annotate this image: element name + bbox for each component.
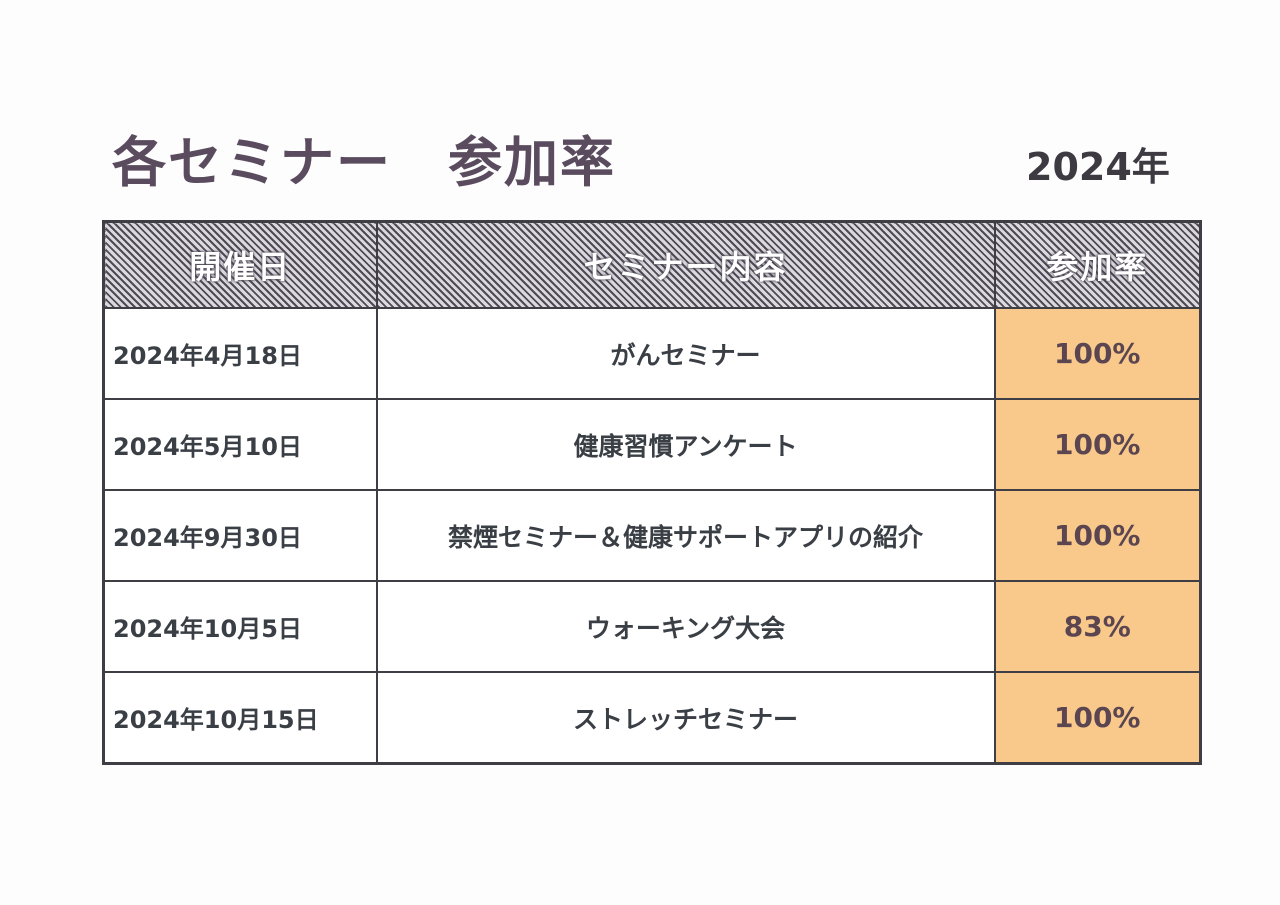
cell-content: ストレッチセミナー [375, 671, 996, 765]
cell-date: 2024年10月15日 [102, 671, 378, 765]
cell-content: 健康習慣アンケート [375, 398, 996, 491]
header-content: セミナー内容 [375, 220, 996, 309]
table-row: 2024年4月18日 がんセミナー 100% [102, 307, 1202, 400]
table-header-row: 開催日 セミナー内容 参加率 [102, 220, 1202, 309]
cell-date: 2024年5月10日 [102, 398, 378, 491]
year-label: 2024年 [1026, 145, 1170, 189]
cell-rate: 83% [993, 580, 1202, 673]
cell-date: 2024年9月30日 [102, 489, 378, 582]
seminar-table: 開催日 セミナー内容 参加率 2024年4月18日 がんセミナー 100% 20… [102, 220, 1202, 765]
cell-content: ウォーキング大会 [375, 580, 996, 673]
cell-rate: 100% [993, 307, 1202, 400]
cell-content: 禁煙セミナー＆健康サポートアプリの紹介 [375, 489, 996, 582]
table-row: 2024年10月5日 ウォーキング大会 83% [102, 580, 1202, 673]
page-title: 各セミナー 参加率 [112, 131, 616, 194]
cell-rate: 100% [993, 398, 1202, 491]
header-date: 開催日 [102, 220, 378, 309]
table-row: 2024年5月10日 健康習慣アンケート 100% [102, 398, 1202, 491]
cell-date: 2024年4月18日 [102, 307, 378, 400]
cell-rate: 100% [993, 671, 1202, 765]
cell-content: がんセミナー [375, 307, 996, 400]
cell-rate: 100% [993, 489, 1202, 582]
table-row: 2024年9月30日 禁煙セミナー＆健康サポートアプリの紹介 100% [102, 489, 1202, 582]
cell-date: 2024年10月5日 [102, 580, 378, 673]
header-rate: 参加率 [993, 220, 1202, 309]
table-row: 2024年10月15日 ストレッチセミナー 100% [102, 671, 1202, 765]
